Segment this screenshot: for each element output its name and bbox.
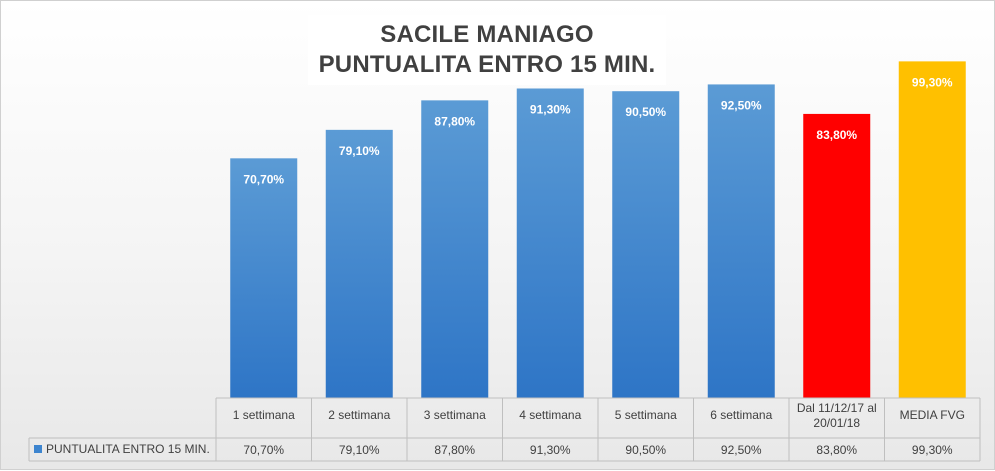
bar-value-label: 92,50% bbox=[721, 98, 762, 112]
category-label: 5 settimana bbox=[615, 408, 677, 422]
legend-swatch bbox=[34, 445, 42, 453]
bar-value-label: 87,80% bbox=[434, 114, 475, 128]
bar bbox=[230, 158, 298, 398]
category-label: 1 settimana bbox=[233, 408, 295, 422]
bar bbox=[707, 84, 775, 399]
category-label: 6 settimana bbox=[710, 408, 772, 422]
table-value-cell: 87,80% bbox=[434, 443, 475, 457]
category-label: 3 settimana bbox=[424, 408, 486, 422]
chart-subtitle: PUNTUALITA ENTRO 15 MIN. bbox=[318, 51, 656, 78]
bar bbox=[421, 100, 489, 398]
legend-series-name: PUNTUALITA ENTRO 15 MIN. bbox=[46, 442, 210, 456]
bar-value-label: 70,70% bbox=[243, 172, 284, 186]
table-value-cell: 83,80% bbox=[816, 443, 857, 457]
bar-value-label: 99,30% bbox=[912, 75, 953, 89]
bar bbox=[612, 91, 680, 398]
bar bbox=[325, 129, 393, 398]
table-value-cell: 99,30% bbox=[912, 443, 953, 457]
bar bbox=[898, 61, 966, 399]
bar-value-label: 91,30% bbox=[530, 102, 571, 116]
data-table: 1 settimana 2 settimana 3 settimana 4 setti… bbox=[28, 397, 981, 462]
bar-group: 70,70% 79,10% 87,80% 91,30% 90,50% 92,50% 83,8… bbox=[230, 61, 966, 399]
bar-value-label: 90,50% bbox=[625, 105, 666, 119]
bar bbox=[516, 88, 584, 399]
bar-value-label: 83,80% bbox=[816, 128, 857, 142]
table-value-cell: 79,10% bbox=[339, 443, 380, 457]
bar bbox=[803, 113, 871, 398]
chart-title: SACILE MANIAGO bbox=[380, 21, 594, 48]
category-label: MEDIA FVG bbox=[900, 408, 965, 422]
chart-title-box: SACILE MANIAGO PUNTUALITA ENTRO 15 MIN. bbox=[308, 15, 666, 85]
category-label: Dal 11/12/17 al 20/01/18 bbox=[797, 401, 877, 430]
bar-value-label: 79,10% bbox=[339, 144, 380, 158]
category-label: 2 settimana bbox=[328, 408, 390, 422]
table-value-cell: 70,70% bbox=[243, 443, 284, 457]
category-label: 4 settimana bbox=[519, 408, 581, 422]
table-value-cell: 91,30% bbox=[530, 443, 571, 457]
table-value-cell: 92,50% bbox=[721, 443, 762, 457]
table-value-cell: 90,50% bbox=[625, 443, 666, 457]
